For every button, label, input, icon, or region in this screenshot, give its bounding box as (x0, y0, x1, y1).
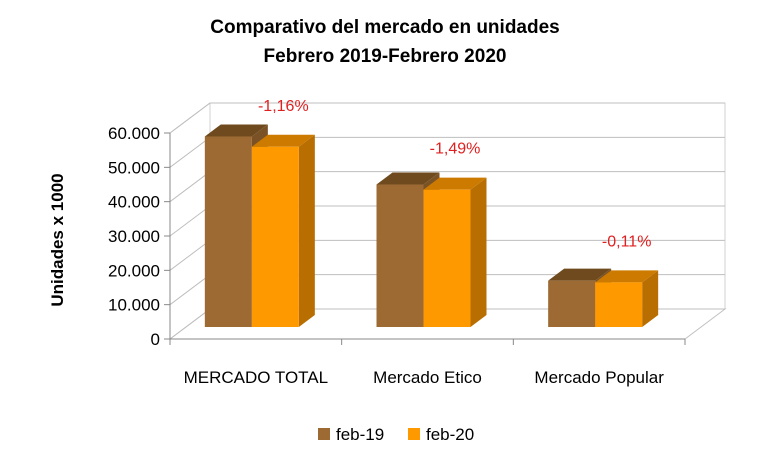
bar (251, 134, 315, 327)
bar-top (376, 172, 440, 185)
bar (595, 270, 659, 327)
bar-top (548, 268, 612, 281)
bar-top (251, 134, 315, 147)
bar-top (423, 177, 487, 190)
bar-side (470, 177, 487, 327)
bar-front (423, 189, 471, 327)
data-annotation: -1,49% (430, 141, 481, 158)
data-annotation: -0,11% (602, 233, 652, 250)
legend-swatch (318, 428, 330, 440)
y-tick-label: 60.000 (108, 124, 160, 143)
bar-top (204, 124, 268, 137)
chart-title-line2: Febrero 2019-Febrero 2020 (264, 46, 507, 67)
bar-side (298, 134, 315, 327)
legend-label: feb-20 (426, 425, 474, 444)
bar-front (595, 282, 643, 327)
legend-label: feb-19 (336, 425, 384, 444)
y-tick-label: 20.000 (108, 261, 160, 280)
bar-front (548, 280, 596, 327)
y-tick-label: 50.000 (108, 158, 160, 177)
x-tick-label: Mercado Popular (534, 368, 664, 387)
data-annotation: -1,16% (258, 98, 309, 115)
gridline (169, 102, 725, 134)
bar-front (251, 146, 299, 327)
bar-front (376, 184, 424, 327)
legend-swatch (408, 428, 420, 440)
y-tick-label: 30.000 (108, 227, 160, 246)
y-tick-label: 10.000 (108, 296, 160, 315)
y-tick-label: 0 (151, 330, 160, 349)
bar-top (595, 270, 659, 283)
y-tick-label: 40.000 (108, 193, 160, 212)
bar-side (642, 270, 659, 327)
legend: feb-19 feb-20 (318, 425, 474, 444)
bar (423, 177, 487, 327)
y-axis-label: Unidades x 1000 (48, 173, 67, 306)
x-tick-label: MERCADO TOTAL (184, 368, 329, 387)
bar-front (204, 136, 252, 327)
plot-area: 0 10.000 20.000 30.000 40.000 50.000 60.000 MER… (108, 98, 727, 387)
chart-title-line1: Comparativo del mercado en unidades (210, 17, 559, 38)
x-tick-label: Mercado Etico (373, 368, 482, 387)
